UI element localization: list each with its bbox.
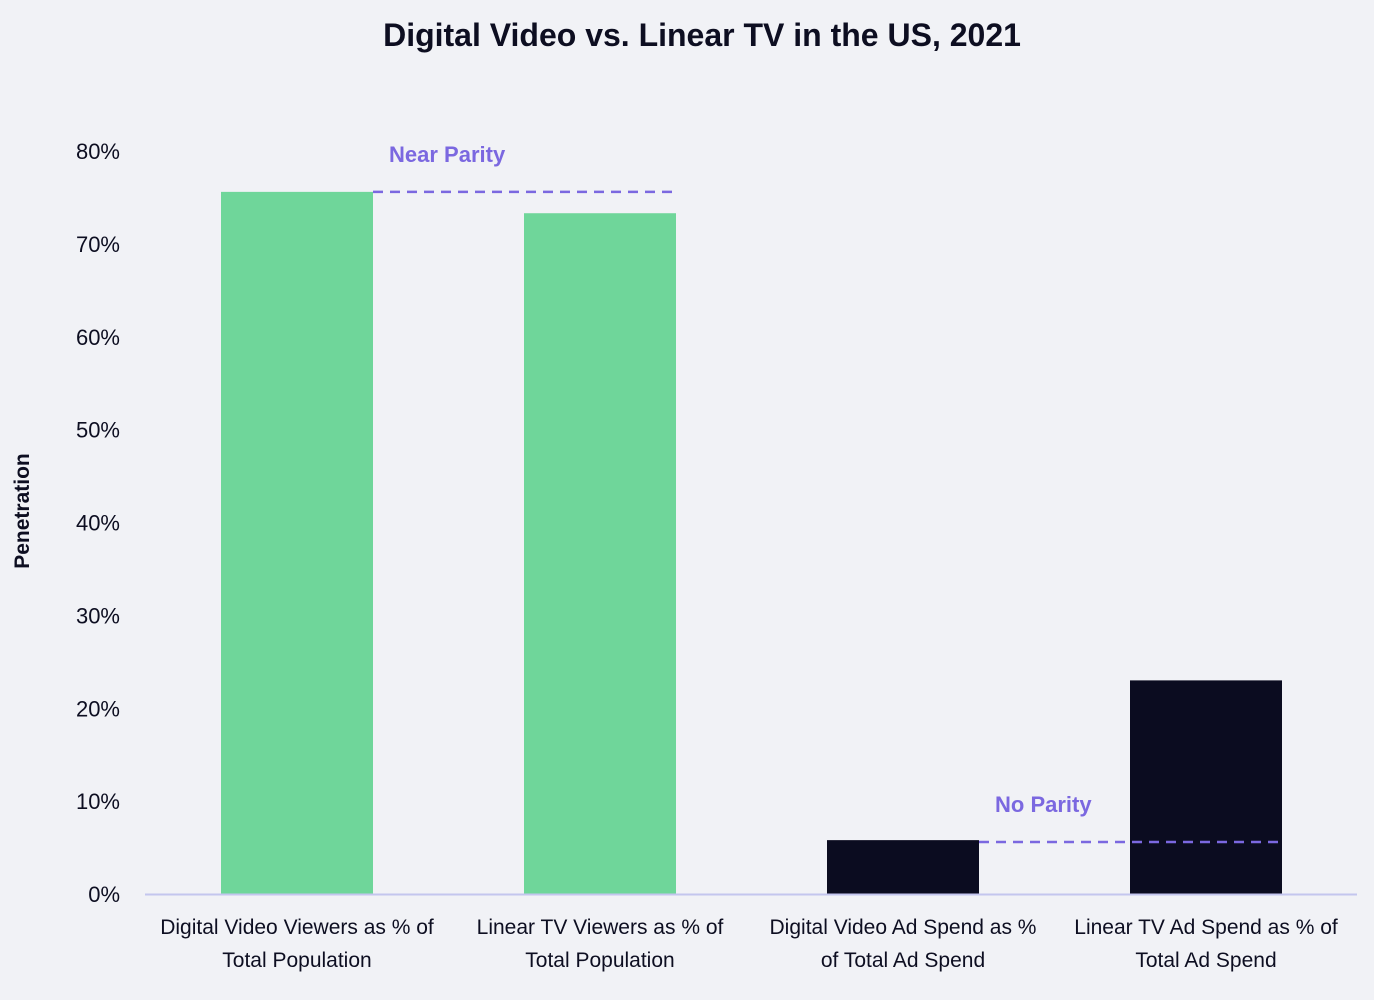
bars <box>221 191 1282 895</box>
annotations: Near Parity No Parity <box>373 142 1280 844</box>
x-axis: Digital Video Viewers as % of Total Popul… <box>160 916 1338 972</box>
parity-label: Near Parity <box>389 142 506 167</box>
x-tick-label: Digital Video Viewers as % of <box>160 916 434 939</box>
y-tick-label: 30% <box>76 603 120 628</box>
y-tick-label: 60% <box>76 325 120 350</box>
bar <box>1130 680 1282 894</box>
x-tick-label: Digital Video Ad Spend as % <box>770 916 1037 939</box>
y-tick-label: 80% <box>76 139 120 164</box>
x-tick-label: Linear TV Viewers as % of <box>477 916 724 939</box>
bar <box>827 840 979 894</box>
y-tick-label: 10% <box>76 789 120 814</box>
y-tick-label: 50% <box>76 418 120 443</box>
y-tick-label: 20% <box>76 696 120 721</box>
y-axis: 0% 10% 20% 30% 40% 50% 60% 70% 80% <box>76 139 120 907</box>
x-tick-label: Total Population <box>222 949 371 972</box>
chart-title: Digital Video vs. Linear TV in the US, 2… <box>383 17 1021 53</box>
x-tick-label: Total Ad Spend <box>1135 949 1276 972</box>
bar <box>524 213 676 894</box>
parity-label: No Parity <box>995 792 1092 817</box>
y-tick-label: 70% <box>76 232 120 257</box>
y-tick-label: 40% <box>76 511 120 536</box>
y-tick-label: 0% <box>88 882 120 907</box>
x-tick-label: of Total Ad Spend <box>821 949 985 972</box>
x-tick-label: Linear TV Ad Spend as % of <box>1074 916 1338 939</box>
bar <box>221 191 373 895</box>
y-axis-label: Penetration <box>11 453 34 569</box>
x-tick-label: Total Population <box>525 949 674 972</box>
